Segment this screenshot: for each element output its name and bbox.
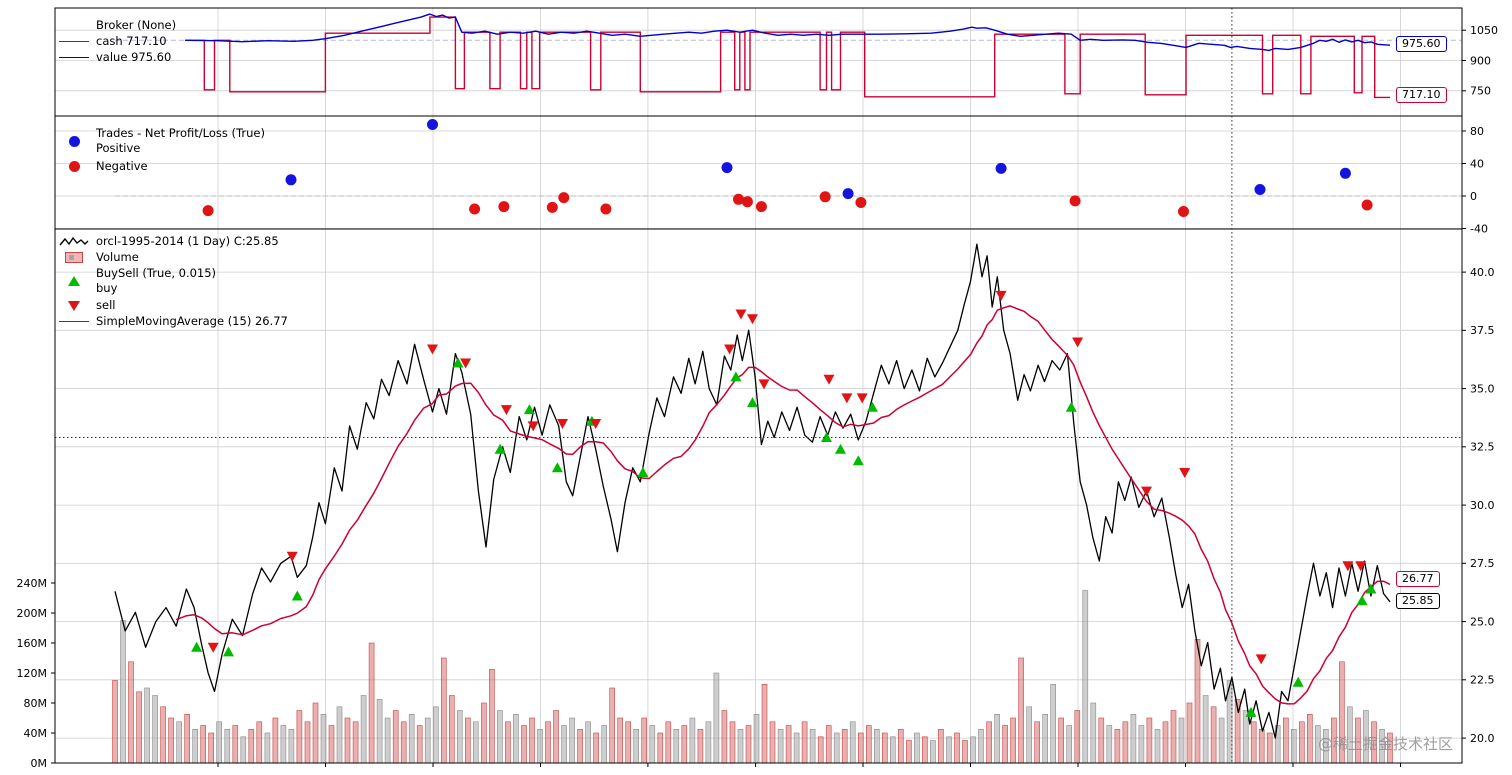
svg-text:22.5: 22.5 xyxy=(1470,674,1495,687)
svg-text:40M: 40M xyxy=(24,727,48,740)
cash-legend-label: cash 717.10 xyxy=(96,34,167,48)
sma-row: SimpleMovingAverage (15) 26.77 xyxy=(58,314,288,329)
svg-text:160M: 160M xyxy=(17,637,48,650)
sell-triangle-icon xyxy=(58,300,90,311)
broker-legend: Broker (None) cash 717.10 value 975.60 xyxy=(58,18,176,66)
buy-triangle-icon xyxy=(58,276,90,286)
svg-text:900: 900 xyxy=(1470,54,1491,67)
sma-end-annotation: 26.77 xyxy=(1396,571,1440,587)
broker-legend-title-row: Broker (None) xyxy=(58,18,176,33)
price-legend: orcl-1995-2014 (1 Day) C:25.85 Volume Bu… xyxy=(58,234,288,330)
volume-bar-icon xyxy=(58,252,90,263)
price-line-icon xyxy=(58,236,90,248)
positive-dot-icon xyxy=(58,135,90,147)
svg-text:27.5: 27.5 xyxy=(1470,557,1495,570)
svg-text:20.0: 20.0 xyxy=(1470,732,1495,745)
volume-legend-label: Volume xyxy=(96,250,139,264)
buysell-legend-label: BuySell (True, 0.015) xyxy=(96,266,217,280)
svg-text:0M: 0M xyxy=(31,757,48,770)
broker-legend-title: Broker (None) xyxy=(96,18,177,32)
cash-line-icon xyxy=(58,41,90,42)
positive-trades-row: Trades - Net Profit/Loss (True) Positive xyxy=(58,126,265,156)
close-end-annotation: 25.85 xyxy=(1396,593,1440,609)
svg-text:0: 0 xyxy=(1470,190,1477,203)
svg-text:200M: 200M xyxy=(17,607,48,620)
svg-text:35.0: 35.0 xyxy=(1470,382,1495,395)
svg-text:25.0: 25.0 xyxy=(1470,615,1495,628)
value-legend-row: value 975.60 xyxy=(58,50,176,65)
negative-trades-row: Negative xyxy=(58,159,265,174)
svg-text:120M: 120M xyxy=(17,667,48,680)
cash-legend-row: cash 717.10 xyxy=(58,34,176,49)
trades-legend: Trades - Net Profit/Loss (True) Positive… xyxy=(58,126,265,175)
svg-text:-40: -40 xyxy=(1470,222,1488,235)
positive-legend-label: Positive xyxy=(96,141,141,155)
buy-legend-label: buy xyxy=(96,281,118,295)
sma-legend-label: SimpleMovingAverage (15) 26.77 xyxy=(96,314,288,328)
negative-dot-icon xyxy=(58,161,90,172)
svg-text:240M: 240M xyxy=(17,577,48,590)
negative-legend-label: Negative xyxy=(96,159,148,173)
volume-row: Volume xyxy=(58,250,288,265)
sell-legend-label: sell xyxy=(96,298,116,312)
buysell-row: BuySell (True, 0.015) buy xyxy=(58,266,288,296)
trades-legend-title: Trades - Net Profit/Loss (True) xyxy=(96,126,265,140)
svg-text:80M: 80M xyxy=(24,697,48,710)
sell-row: sell xyxy=(58,298,288,313)
value-legend-label: value 975.60 xyxy=(96,50,172,64)
svg-text:37.5: 37.5 xyxy=(1470,324,1495,337)
cash-end-annotation: 717.10 xyxy=(1396,87,1447,103)
svg-text:1050: 1050 xyxy=(1470,24,1498,37)
svg-text:40.0: 40.0 xyxy=(1470,266,1495,279)
value-line-icon xyxy=(58,57,90,58)
svg-text:30.0: 30.0 xyxy=(1470,499,1495,512)
svg-text:40: 40 xyxy=(1470,157,1484,170)
svg-text:750: 750 xyxy=(1470,85,1491,98)
sma-line-icon xyxy=(58,321,90,322)
svg-text:80: 80 xyxy=(1470,125,1484,138)
svg-text:32.5: 32.5 xyxy=(1470,441,1495,454)
data-series-label: orcl-1995-2014 (1 Day) C:25.85 xyxy=(96,234,279,248)
value-end-annotation: 975.60 xyxy=(1396,36,1447,52)
price-squiggle-icon xyxy=(59,236,89,245)
watermark: @稀土掘金技术社区 xyxy=(1318,735,1454,753)
data-series-row: orcl-1995-2014 (1 Day) C:25.85 xyxy=(58,234,288,249)
